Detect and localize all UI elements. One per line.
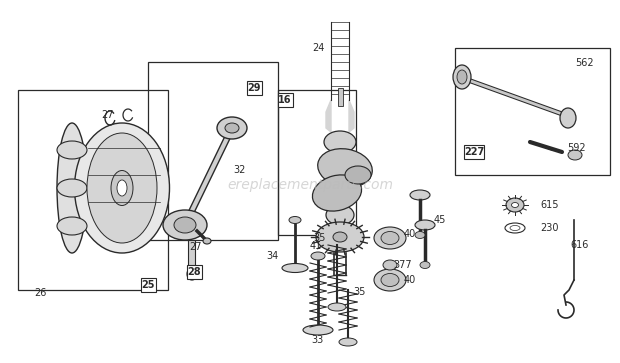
Text: 16: 16 [278,95,292,105]
Ellipse shape [117,180,127,196]
Ellipse shape [381,273,399,286]
Text: 27: 27 [102,110,114,120]
Bar [148,62,278,240]
Ellipse shape [217,117,247,139]
Text: 32: 32 [234,165,246,175]
Text: 33: 33 [311,335,323,345]
Ellipse shape [74,123,169,253]
Text: 28: 28 [187,267,201,277]
Text: 26: 26 [34,288,46,298]
Text: ereplacementparts.com: ereplacementparts.com [227,178,393,192]
Text: 25: 25 [141,280,155,290]
Ellipse shape [312,175,361,211]
Ellipse shape [420,261,430,269]
Ellipse shape [457,70,467,84]
Ellipse shape [111,171,133,205]
Text: 41: 41 [310,241,322,251]
Bar [338,88,343,106]
Ellipse shape [203,238,211,244]
Ellipse shape [174,217,196,233]
Text: 615: 615 [540,200,559,210]
Ellipse shape [163,210,207,240]
Ellipse shape [333,232,347,242]
Ellipse shape [345,166,371,184]
Ellipse shape [415,220,435,230]
Text: 27: 27 [190,242,202,252]
Ellipse shape [383,260,397,270]
Text: 377: 377 [393,260,412,270]
Text: 35: 35 [354,287,366,297]
Bar [464,145,484,159]
Ellipse shape [326,205,354,225]
Ellipse shape [303,325,333,335]
Ellipse shape [512,203,518,208]
Ellipse shape [453,65,471,89]
Ellipse shape [410,190,430,200]
Ellipse shape [57,179,87,197]
Ellipse shape [374,269,406,291]
Ellipse shape [328,303,346,311]
Ellipse shape [506,198,524,212]
Ellipse shape [374,227,406,249]
Ellipse shape [57,123,87,253]
Ellipse shape [381,232,399,245]
Bar [141,278,156,292]
Ellipse shape [289,216,301,224]
Ellipse shape [57,141,87,159]
Text: 230: 230 [540,223,559,233]
Text: 35: 35 [313,233,325,243]
Ellipse shape [311,252,325,260]
Text: 24: 24 [312,43,324,53]
Ellipse shape [560,108,576,128]
Text: 45: 45 [434,215,446,225]
Text: 562: 562 [575,58,593,68]
Ellipse shape [316,222,364,252]
Ellipse shape [324,131,356,153]
Ellipse shape [339,338,357,346]
Text: 34: 34 [266,251,278,261]
Ellipse shape [57,217,87,235]
Bar [247,81,262,95]
Bar [18,90,168,290]
Polygon shape [326,100,331,132]
Text: 227: 227 [464,147,484,157]
Bar [188,240,195,268]
Ellipse shape [415,232,425,238]
Ellipse shape [225,123,239,133]
Text: 616: 616 [571,240,589,250]
Text: 40: 40 [404,275,416,285]
Polygon shape [349,100,354,132]
Bar [278,93,293,107]
Ellipse shape [317,149,372,187]
Ellipse shape [282,264,308,273]
Text: 592: 592 [567,143,585,153]
Ellipse shape [87,133,157,243]
Text: 29: 29 [247,83,261,93]
Bar [278,90,356,235]
Text: 40: 40 [404,229,416,239]
Ellipse shape [568,150,582,160]
Bar [187,265,202,279]
Bar [455,48,610,175]
